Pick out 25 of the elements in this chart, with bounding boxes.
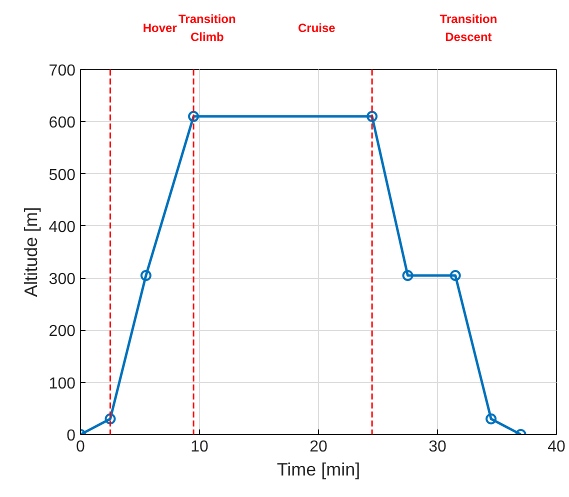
- x-tick-label: 30: [428, 438, 446, 456]
- y-tick-label: 100: [48, 375, 76, 392]
- point: [104, 413, 116, 424]
- point: [486, 413, 497, 424]
- y-tick-label: 300: [48, 271, 76, 288]
- y-tick-label: 200: [48, 323, 76, 340]
- point: [450, 270, 461, 281]
- y-axis-title: Altitude [m]: [20, 206, 41, 298]
- y-tick-label: 600: [48, 114, 76, 132]
- text: Cruise: [298, 21, 336, 35]
- point: [402, 270, 414, 281]
- x-tick-label: 40: [548, 438, 566, 456]
- point: [140, 270, 152, 281]
- y-tick-label: 500: [48, 166, 76, 184]
- text: Hover: [142, 21, 178, 35]
- x-tick-label: 10: [190, 438, 208, 456]
- text: Transition Descent: [440, 12, 498, 44]
- y-tick-label: 0: [66, 428, 76, 444]
- point: [366, 110, 378, 122]
- point: [188, 110, 200, 122]
- y-tick-label: 400: [48, 218, 76, 236]
- x-tick-label: 20: [310, 438, 328, 456]
- y-tick-label: 700: [48, 62, 76, 80]
- x-axis-title: Time [min]: [276, 460, 360, 480]
- text: Transition Climb: [178, 12, 236, 44]
